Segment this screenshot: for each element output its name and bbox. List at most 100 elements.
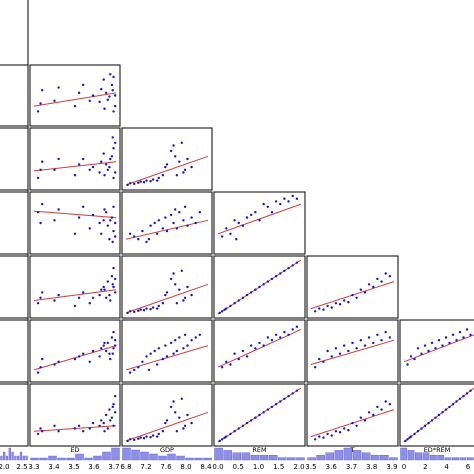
histogram-bar xyxy=(176,455,185,461)
data-point xyxy=(126,439,129,443)
data-point xyxy=(155,179,159,182)
histogram-bar xyxy=(259,455,269,461)
data-point xyxy=(91,421,95,425)
panel-c3-r2 xyxy=(213,191,306,255)
data-point xyxy=(441,344,444,347)
data-point xyxy=(113,339,117,342)
data-point xyxy=(73,174,77,177)
data-point xyxy=(147,368,151,372)
histogram-bar xyxy=(3,451,6,461)
data-point xyxy=(441,411,444,414)
histogram-bar xyxy=(389,457,398,461)
data-point xyxy=(36,176,40,180)
data-point xyxy=(367,411,371,414)
data-point xyxy=(112,205,115,208)
data-point xyxy=(137,366,140,369)
data-point xyxy=(36,432,40,436)
panel-frame xyxy=(213,319,306,383)
data-point xyxy=(218,439,221,443)
data-point xyxy=(372,285,375,289)
data-point xyxy=(39,221,42,225)
data-point xyxy=(77,355,81,358)
data-point xyxy=(108,352,111,355)
data-point xyxy=(57,208,60,211)
data-point xyxy=(229,432,232,436)
data-point xyxy=(57,86,60,89)
data-point xyxy=(36,371,40,374)
data-point xyxy=(458,330,462,334)
histogram-bar xyxy=(5,455,9,461)
panel-c4-r3 xyxy=(306,255,399,319)
data-point xyxy=(106,224,110,227)
data-point xyxy=(100,87,103,91)
tick-label: 0 xyxy=(402,463,406,471)
panel-frame xyxy=(0,127,29,191)
data-point xyxy=(112,347,115,350)
data-point xyxy=(139,308,142,311)
data-point xyxy=(233,352,236,355)
data-point xyxy=(149,179,152,183)
data-point xyxy=(367,336,371,339)
data-point xyxy=(91,165,95,169)
data-point xyxy=(437,339,441,342)
axis-label: T xyxy=(350,446,355,454)
data-point xyxy=(347,349,350,353)
data-point xyxy=(274,333,278,336)
data-point xyxy=(157,176,160,180)
data-point xyxy=(36,211,40,214)
data-point xyxy=(388,403,392,406)
panel-c3-r4 xyxy=(213,319,306,383)
axis-col1: 3.3 3.4 3.5 3.6 3.7 ED xyxy=(28,446,119,471)
data-point xyxy=(100,160,103,163)
data-point xyxy=(245,216,249,219)
data-point xyxy=(330,434,333,437)
histogram-bar xyxy=(380,455,389,461)
data-point xyxy=(229,304,232,308)
data-point xyxy=(225,227,228,230)
data-point xyxy=(388,275,392,278)
fit-line xyxy=(125,155,209,186)
data-point xyxy=(351,293,354,297)
data-point xyxy=(53,363,56,366)
axis-col4: 3.5 3.6 3.7 3.8 3.9 T xyxy=(305,446,397,471)
data-point xyxy=(109,73,112,76)
data-point xyxy=(351,421,354,425)
data-point xyxy=(149,224,152,227)
histogram-bar xyxy=(14,455,17,461)
histogram-bar xyxy=(185,457,194,461)
tick-label: 3.5 xyxy=(305,463,316,471)
data-point xyxy=(270,211,274,214)
tick-label: 8.0 xyxy=(180,463,191,471)
histogram-bar xyxy=(466,457,474,461)
data-point xyxy=(338,352,342,355)
data-point xyxy=(82,205,85,208)
data-point xyxy=(110,416,114,419)
data-point xyxy=(39,366,42,369)
data-point xyxy=(100,419,103,422)
data-point xyxy=(229,363,232,366)
data-point xyxy=(82,430,85,433)
histogram-bar xyxy=(149,453,158,461)
histogram-bar xyxy=(352,450,362,461)
data-point xyxy=(182,347,185,350)
data-point xyxy=(237,357,240,361)
data-point xyxy=(451,403,455,406)
panel-c1-r3 xyxy=(29,255,121,319)
data-point xyxy=(112,330,115,334)
data-point xyxy=(274,403,278,406)
tick-label: 3.8 xyxy=(366,463,377,471)
data-point xyxy=(190,339,193,342)
data-point xyxy=(462,394,465,398)
data-point xyxy=(161,302,165,305)
data-point xyxy=(198,211,201,214)
data-point xyxy=(53,219,56,222)
data-point xyxy=(295,261,299,264)
data-point xyxy=(106,341,110,345)
data-point xyxy=(73,304,77,308)
data-point xyxy=(180,141,183,144)
data-point xyxy=(108,238,111,241)
data-point xyxy=(334,430,338,433)
histogram-bar xyxy=(316,455,325,461)
data-point xyxy=(451,333,455,336)
data-point xyxy=(322,436,325,439)
